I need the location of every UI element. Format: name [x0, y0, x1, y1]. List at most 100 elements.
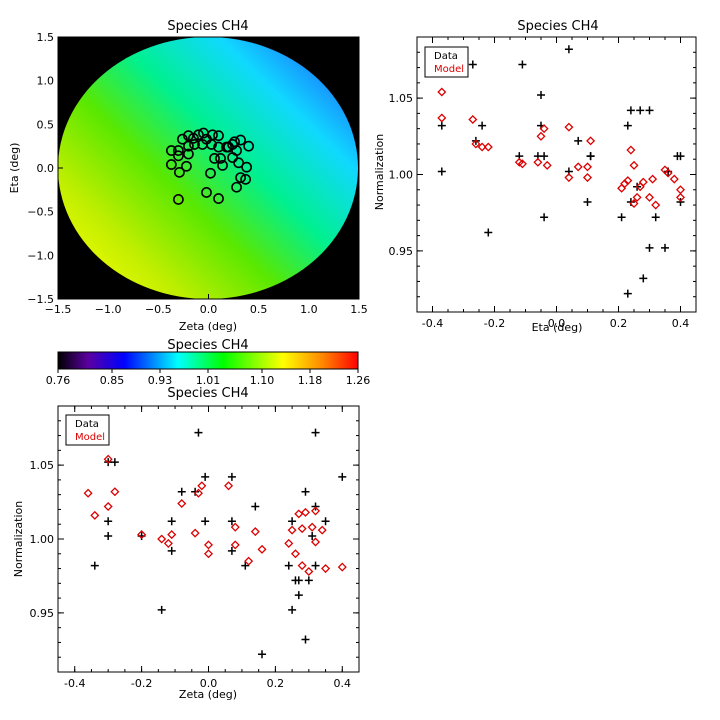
- eta-plot-data-point: [623, 289, 632, 298]
- zeta-plot-model-point: [311, 537, 321, 547]
- colorbar-tick-label: 0.93: [148, 374, 173, 387]
- eta-plot-x-tick-label: 0.4: [672, 317, 690, 330]
- zeta-legend: Data Model: [65, 414, 110, 446]
- map-station-marker: [235, 134, 247, 146]
- zeta-plot-model-point: [163, 538, 173, 548]
- zeta-plot-data-point: [258, 650, 267, 659]
- eta-plot-model-point: [437, 113, 447, 123]
- colorbar-tick-label: 0.85: [100, 374, 125, 387]
- map-station-marker: [213, 141, 224, 153]
- map-y-tick-label: 0.5: [37, 118, 55, 131]
- map-field-disk: [58, 37, 358, 299]
- colorbar-tick-label: 0.76: [46, 374, 71, 387]
- zeta-plot-data-point: [311, 561, 320, 570]
- map-station-marker: [215, 152, 226, 164]
- zeta-plot-model-point: [297, 561, 307, 571]
- zeta-plot-data-point: [177, 487, 186, 496]
- zeta-plot-data-point: [167, 546, 176, 555]
- zeta-legend-data: Data: [75, 419, 99, 430]
- eta-plot-model-point: [626, 145, 636, 155]
- zeta-plot-x-tick-label: -0.4: [64, 677, 85, 690]
- colorbar-gradient: [57, 351, 359, 370]
- zeta-plot-data-point: [308, 532, 317, 541]
- zeta-plot-data-point: [227, 472, 236, 481]
- eta-plot-model-point: [629, 199, 639, 209]
- map-x-tick-label: 0.5: [250, 303, 268, 316]
- zeta-plot-model-point: [193, 488, 203, 498]
- map-station-marker: [243, 140, 255, 152]
- eta-plot-model-point: [620, 179, 630, 189]
- eta-plot-x-label: Eta (deg): [532, 321, 583, 334]
- eta-plot-model-point: [533, 157, 543, 167]
- eta-plot-x-tick-label: -0.4: [422, 317, 443, 330]
- map-station-marker: [183, 140, 194, 152]
- map-y-tick-label: 0.0: [37, 162, 55, 175]
- zeta-plot-data-point: [201, 472, 210, 481]
- eta-plot-model-point: [517, 159, 527, 169]
- map-x-tick-label: −0.5: [145, 303, 172, 316]
- colorbar-tick-label: 1.10: [250, 374, 275, 387]
- map-y-tick-label: 1.0: [37, 75, 55, 88]
- zeta-plot-model-point: [230, 522, 240, 532]
- map-x-tick-label: −1.5: [45, 303, 72, 316]
- map-station-marker: [201, 187, 212, 198]
- map-station-marker: [172, 145, 184, 156]
- eta-legend: Data Model: [424, 46, 469, 78]
- map-station-marker: [205, 167, 216, 179]
- zeta-plot-data-point: [338, 472, 347, 481]
- zeta-plot-data-point: [251, 502, 260, 511]
- map-x-tick-label: 0.0: [200, 303, 218, 316]
- zeta-plot-model-point: [224, 481, 234, 491]
- zeta-plot-model-point: [304, 566, 314, 577]
- zeta-plot-model-point: [203, 549, 214, 559]
- colorbar-panel: Species CH4 0.76 0.85 0.93 1.01 1.10 1.18 1.26: [46, 338, 371, 387]
- zeta-plot-model-point: [287, 525, 297, 535]
- zeta-plot-data-point: [294, 576, 303, 585]
- eta-plot-model-point: [629, 160, 639, 170]
- zeta-plot-model-point: [297, 524, 307, 534]
- zeta-plot-data-point: [311, 428, 320, 437]
- eta-plot-data-point: [468, 60, 477, 69]
- zeta-plot-data-point: [288, 605, 297, 614]
- eta-plot-data-point: [651, 213, 660, 222]
- zeta-legend-model: Model: [75, 432, 105, 443]
- map-y-ticks: −1.5 −1.0 −0.5 0.0 0.5 1.0 1.5: [27, 31, 63, 306]
- map-station-marker: [209, 152, 220, 164]
- zeta-plot-model-point: [157, 534, 167, 544]
- eta-plot-data-point: [583, 198, 592, 206]
- eta-plot-data-point: [639, 274, 648, 283]
- eta-plot-model-point: [483, 142, 493, 152]
- eta-plot-data-point: [661, 243, 669, 252]
- zeta-plot-data-point: [227, 546, 236, 555]
- zeta-plot-data-point: [321, 517, 330, 526]
- zeta-plot-y-label: Normalization: [12, 501, 25, 577]
- zeta-plot-y-tick-label: 0.95: [30, 607, 55, 620]
- eta-plot-data-point: [586, 152, 595, 161]
- map-station-marker: [241, 161, 253, 173]
- eta-plot-y-label: Normalization: [373, 134, 386, 210]
- eta-legend-data: Data: [434, 51, 458, 62]
- eta-plot-model-point: [471, 139, 481, 149]
- map-station-marker: [181, 160, 192, 172]
- eta-plot-y-tick-label: 0.95: [389, 245, 414, 258]
- zeta-plot-data-point: [104, 532, 113, 541]
- zeta-plot-data-point: [304, 576, 313, 585]
- zeta-plot-data-point: [227, 517, 236, 526]
- zeta-plot-model-point: [83, 488, 93, 498]
- map-station-marker: [193, 129, 204, 141]
- eta-plot-model-point: [536, 131, 546, 141]
- eta-plot-frame: [416, 36, 697, 313]
- map-y-tick-label: −0.5: [27, 206, 54, 219]
- eta-plot-model-point: [663, 168, 673, 178]
- zeta-plot-model-point: [317, 525, 327, 535]
- eta-plot-model-point: [539, 124, 549, 134]
- map-station-marker: [206, 139, 217, 150]
- map-x-tick-label: −1.0: [95, 303, 122, 316]
- map-station-marker: [165, 145, 177, 156]
- eta-plot-data-point: [645, 243, 654, 252]
- map-station-marker: [223, 141, 234, 153]
- eta-plot-data-point: [540, 152, 549, 161]
- zeta-plot-x-tick-label: 0.2: [267, 677, 285, 690]
- eta-plot-data-point: [574, 136, 583, 145]
- map-station-marker: [177, 133, 188, 145]
